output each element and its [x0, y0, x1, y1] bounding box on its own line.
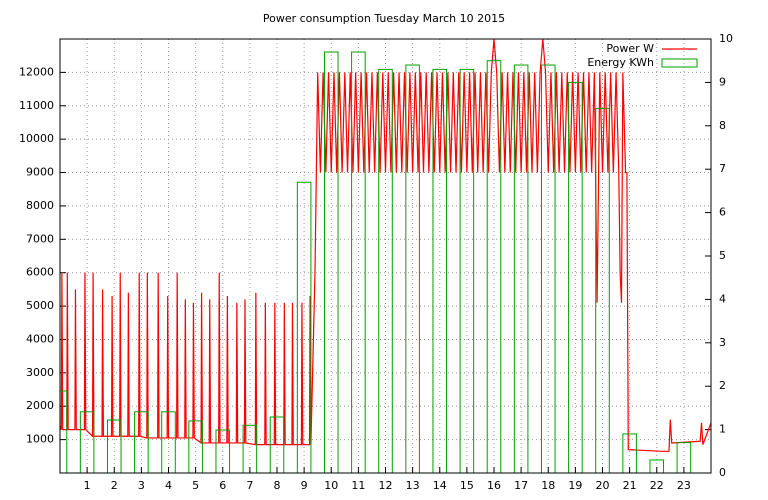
- x-tick-label: 17: [514, 479, 528, 492]
- y2-tick-label: 10: [719, 32, 733, 45]
- x-tick-label: 21: [623, 479, 637, 492]
- plot-frame: [59, 38, 712, 474]
- y-tick-label: 10000: [19, 132, 54, 145]
- plot-area: [60, 39, 711, 473]
- y-tick-label: 8000: [26, 199, 54, 212]
- x-tick-label: 4: [165, 479, 172, 492]
- power-line: [60, 39, 711, 452]
- y-tick-label: 2000: [26, 399, 54, 412]
- x-tick-label: 7: [246, 479, 253, 492]
- x-tick-label: 3: [138, 479, 145, 492]
- y-tick-label: 1000: [26, 433, 54, 446]
- y2-tick-label: 7: [719, 162, 726, 175]
- chart-title: Power consumption Tuesday March 10 2015: [263, 12, 505, 25]
- y-tick-label: 6000: [26, 266, 54, 279]
- y-tick-label: 12000: [19, 65, 54, 78]
- x-tick-label: 22: [650, 479, 664, 492]
- energy-bar: [296, 181, 312, 473]
- energy-bar: [106, 419, 122, 473]
- x-tick-label: 19: [568, 479, 582, 492]
- energy-bar: [351, 51, 366, 473]
- energy-bar: [649, 459, 665, 473]
- energy-bar: [622, 433, 637, 473]
- x-tick-label: 13: [406, 479, 420, 492]
- y-tick-label: 7000: [26, 232, 54, 245]
- y-tick-label: 9000: [26, 166, 54, 179]
- x-tick-label: 8: [274, 479, 281, 492]
- x-tick-label: 1: [84, 479, 91, 492]
- x-tick-label: 15: [460, 479, 474, 492]
- x-tick-label: 12: [379, 479, 393, 492]
- energy-bar: [323, 51, 339, 473]
- energy-bar: [79, 411, 95, 473]
- energy-bar: [161, 411, 176, 473]
- y-tick-label: 4000: [26, 332, 54, 345]
- x-tick-label: 14: [433, 479, 447, 492]
- legend-label: Energy KWh: [587, 56, 654, 69]
- energy-bar: [269, 416, 285, 473]
- energy-bar: [60, 390, 68, 473]
- y2-tick-label: 4: [719, 292, 726, 305]
- x-tick-label: 11: [351, 479, 365, 492]
- energy-bar: [242, 424, 258, 473]
- x-tick-label: 2: [111, 479, 118, 492]
- energy-bar: [595, 107, 610, 473]
- energy-bar: [568, 81, 583, 473]
- x-tick-label: 16: [487, 479, 501, 492]
- x-tick-label: 9: [301, 479, 308, 492]
- x-tick-label: 6: [219, 479, 226, 492]
- x-tick-label: 10: [324, 479, 338, 492]
- y2-tick-label: 1: [719, 423, 726, 436]
- energy-bar: [134, 411, 149, 473]
- y2-tick-label: 2: [719, 379, 726, 392]
- x-tick-label: 5: [192, 479, 199, 492]
- y-tick-label: 3000: [26, 366, 54, 379]
- y-tick-label: 11000: [19, 99, 54, 112]
- y-tick-label: 5000: [26, 299, 54, 312]
- legend-swatch: [661, 58, 698, 68]
- y2-tick-label: 5: [719, 249, 726, 262]
- x-tick-label: 20: [596, 479, 610, 492]
- energy-bar: [188, 420, 203, 473]
- y2-tick-label: 9: [719, 75, 726, 88]
- legend-label: Power W: [606, 42, 654, 55]
- x-tick-label: 23: [677, 479, 691, 492]
- y2-tick-label: 0: [719, 466, 726, 479]
- y2-tick-label: 8: [719, 119, 726, 132]
- y2-tick-label: 3: [719, 336, 726, 349]
- y2-tick-label: 6: [719, 206, 726, 219]
- x-tick-label: 18: [541, 479, 555, 492]
